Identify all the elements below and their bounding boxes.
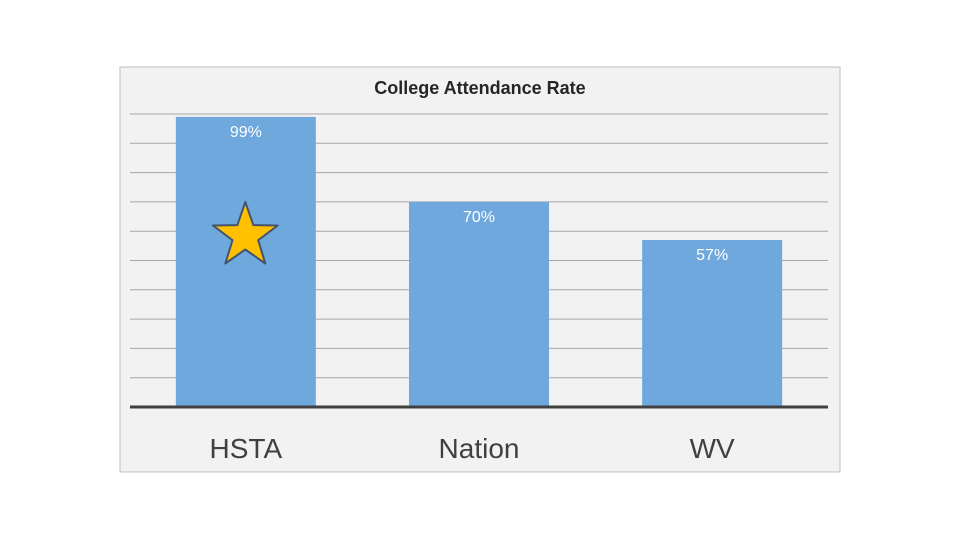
bar-wv bbox=[642, 239, 783, 407]
star-icon bbox=[212, 201, 279, 265]
data-label: 99% bbox=[230, 124, 262, 141]
data-label: 57% bbox=[696, 247, 728, 264]
x-tick-labels: HSTA Nation WV bbox=[210, 433, 736, 464]
chart-title: College Attendance Rate bbox=[374, 78, 585, 98]
x-tick-label: WV bbox=[690, 433, 735, 464]
data-labels: 99% 70% 57% bbox=[230, 124, 728, 264]
data-label: 70% bbox=[463, 209, 495, 226]
bar-nation bbox=[409, 201, 549, 407]
x-tick-label: HSTA bbox=[210, 433, 283, 464]
bar-hsta bbox=[175, 116, 316, 408]
bars bbox=[175, 116, 783, 408]
x-tick-label: Nation bbox=[439, 433, 520, 464]
